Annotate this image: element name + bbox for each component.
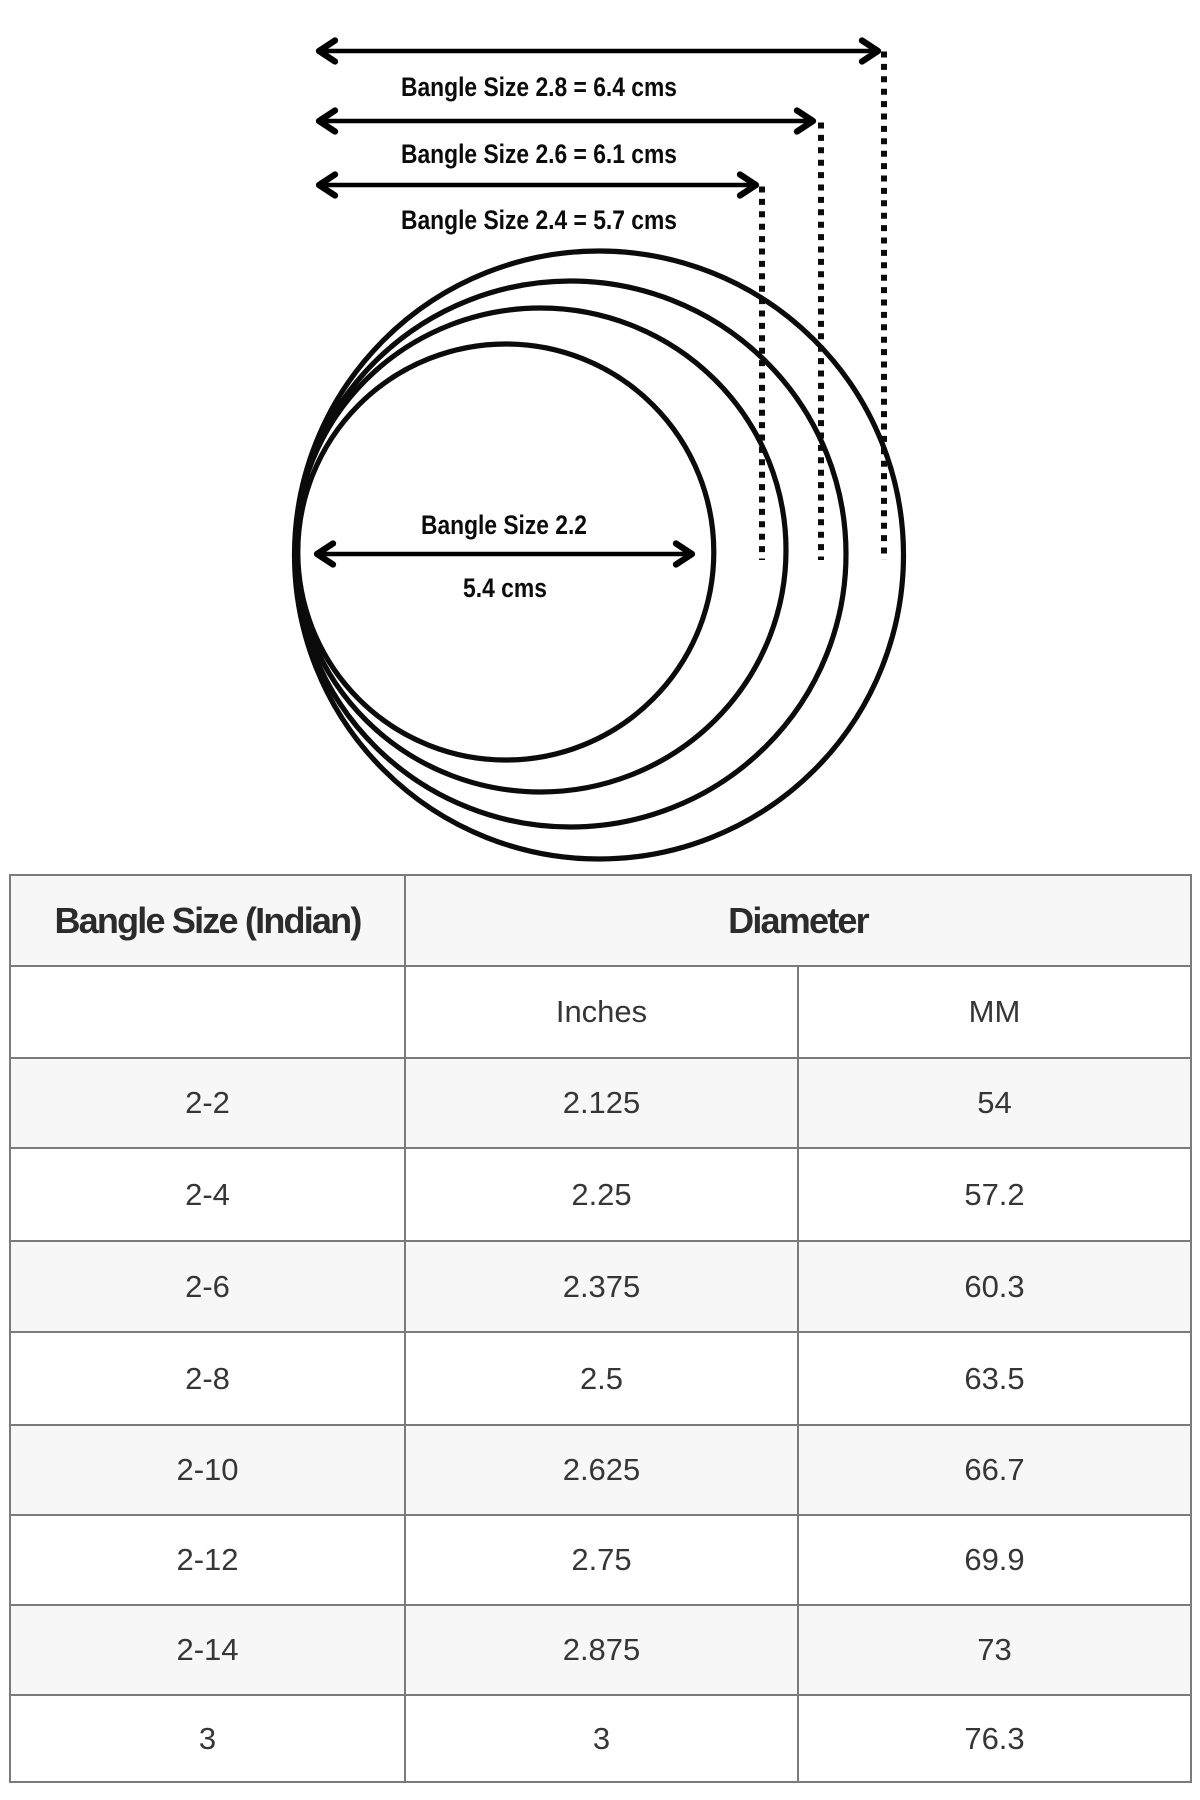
svg-text:Bangle Size 2.4 = 5.7 cms: Bangle Size 2.4 = 5.7 cms: [401, 205, 677, 235]
svg-text:Bangle Size 2.8 = 6.4 cms: Bangle Size 2.8 = 6.4 cms: [401, 72, 677, 102]
svg-text:Bangle Size 2.6 = 6.1 cms: Bangle Size 2.6 = 6.1 cms: [401, 139, 677, 169]
svg-text:5.4 cms: 5.4 cms: [463, 573, 547, 603]
svg-text:Bangle Size 2.2: Bangle Size 2.2: [421, 510, 587, 540]
